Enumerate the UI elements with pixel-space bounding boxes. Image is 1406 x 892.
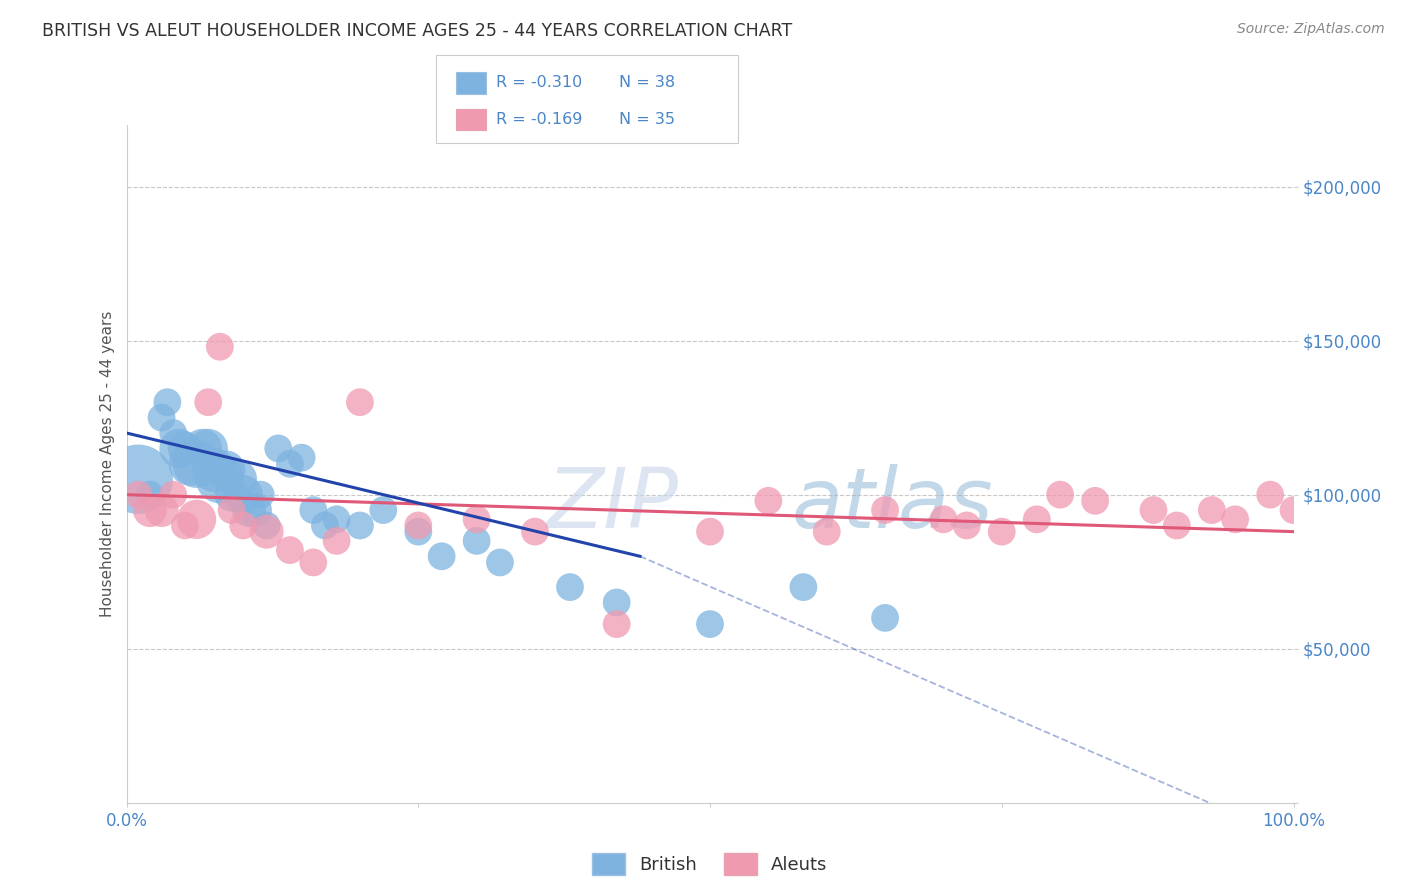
Point <box>162 425 184 440</box>
Point <box>815 524 838 539</box>
Point <box>202 463 225 477</box>
Point <box>256 524 278 539</box>
Point <box>756 493 779 508</box>
Point <box>1025 512 1047 526</box>
Point <box>1142 503 1164 517</box>
Text: atlas: atlas <box>792 464 994 545</box>
Text: R = -0.169: R = -0.169 <box>496 112 582 127</box>
Text: ZIP: ZIP <box>547 464 679 545</box>
Point <box>699 524 721 539</box>
Point <box>792 580 814 594</box>
Point <box>290 450 312 465</box>
Point <box>174 442 197 456</box>
Point <box>191 442 214 456</box>
Point <box>215 463 238 477</box>
Point <box>150 503 173 517</box>
Point <box>408 518 430 533</box>
Y-axis label: Householder Income Ages 25 - 44 years: Householder Income Ages 25 - 44 years <box>100 310 115 617</box>
Point <box>221 503 243 517</box>
Point <box>186 457 208 471</box>
Point <box>1166 518 1188 533</box>
Point <box>127 488 149 502</box>
Point <box>990 524 1012 539</box>
Text: Source: ZipAtlas.com: Source: ZipAtlas.com <box>1237 22 1385 37</box>
Point <box>373 503 395 517</box>
Point <box>1049 488 1071 502</box>
Point <box>267 442 290 456</box>
Point <box>408 524 430 539</box>
Point <box>558 580 581 594</box>
Text: N = 35: N = 35 <box>619 112 675 127</box>
Point <box>465 533 488 548</box>
Point <box>1223 512 1246 526</box>
Point <box>167 442 190 456</box>
Point <box>174 518 197 533</box>
Legend: British, Aleuts: British, Aleuts <box>585 846 835 882</box>
Point <box>139 488 162 502</box>
Point <box>139 503 162 517</box>
Point <box>150 410 173 425</box>
Point <box>956 518 979 533</box>
Point <box>232 518 254 533</box>
Point <box>249 488 271 502</box>
Text: R = -0.310: R = -0.310 <box>496 76 582 90</box>
Point <box>430 549 453 564</box>
Text: N = 38: N = 38 <box>619 76 675 90</box>
Point <box>314 518 336 533</box>
Point <box>256 518 278 533</box>
Point <box>208 340 231 354</box>
Point <box>127 472 149 486</box>
Point <box>208 472 231 486</box>
Point <box>243 503 266 517</box>
Point <box>238 503 260 517</box>
Point <box>523 524 546 539</box>
Point <box>162 488 184 502</box>
Point <box>156 395 179 409</box>
Point <box>349 395 371 409</box>
Point <box>221 488 243 502</box>
Point <box>302 556 325 570</box>
Point <box>606 617 628 632</box>
Point <box>349 518 371 533</box>
Point <box>1084 493 1107 508</box>
Point <box>875 503 897 517</box>
Point <box>1201 503 1223 517</box>
Point <box>232 488 254 502</box>
Point <box>302 503 325 517</box>
Point <box>226 472 249 486</box>
Point <box>186 512 208 526</box>
Point <box>197 395 219 409</box>
Point <box>875 611 897 625</box>
Point <box>278 543 301 558</box>
Point <box>278 457 301 471</box>
Text: BRITISH VS ALEUT HOUSEHOLDER INCOME AGES 25 - 44 YEARS CORRELATION CHART: BRITISH VS ALEUT HOUSEHOLDER INCOME AGES… <box>42 22 793 40</box>
Point <box>699 617 721 632</box>
Point <box>606 595 628 609</box>
Point <box>489 556 512 570</box>
Point <box>932 512 955 526</box>
Point <box>180 457 202 471</box>
Point <box>325 533 347 548</box>
Point <box>1258 488 1281 502</box>
Point <box>325 512 347 526</box>
Point <box>465 512 488 526</box>
Point <box>1282 503 1305 517</box>
Point <box>197 442 219 456</box>
